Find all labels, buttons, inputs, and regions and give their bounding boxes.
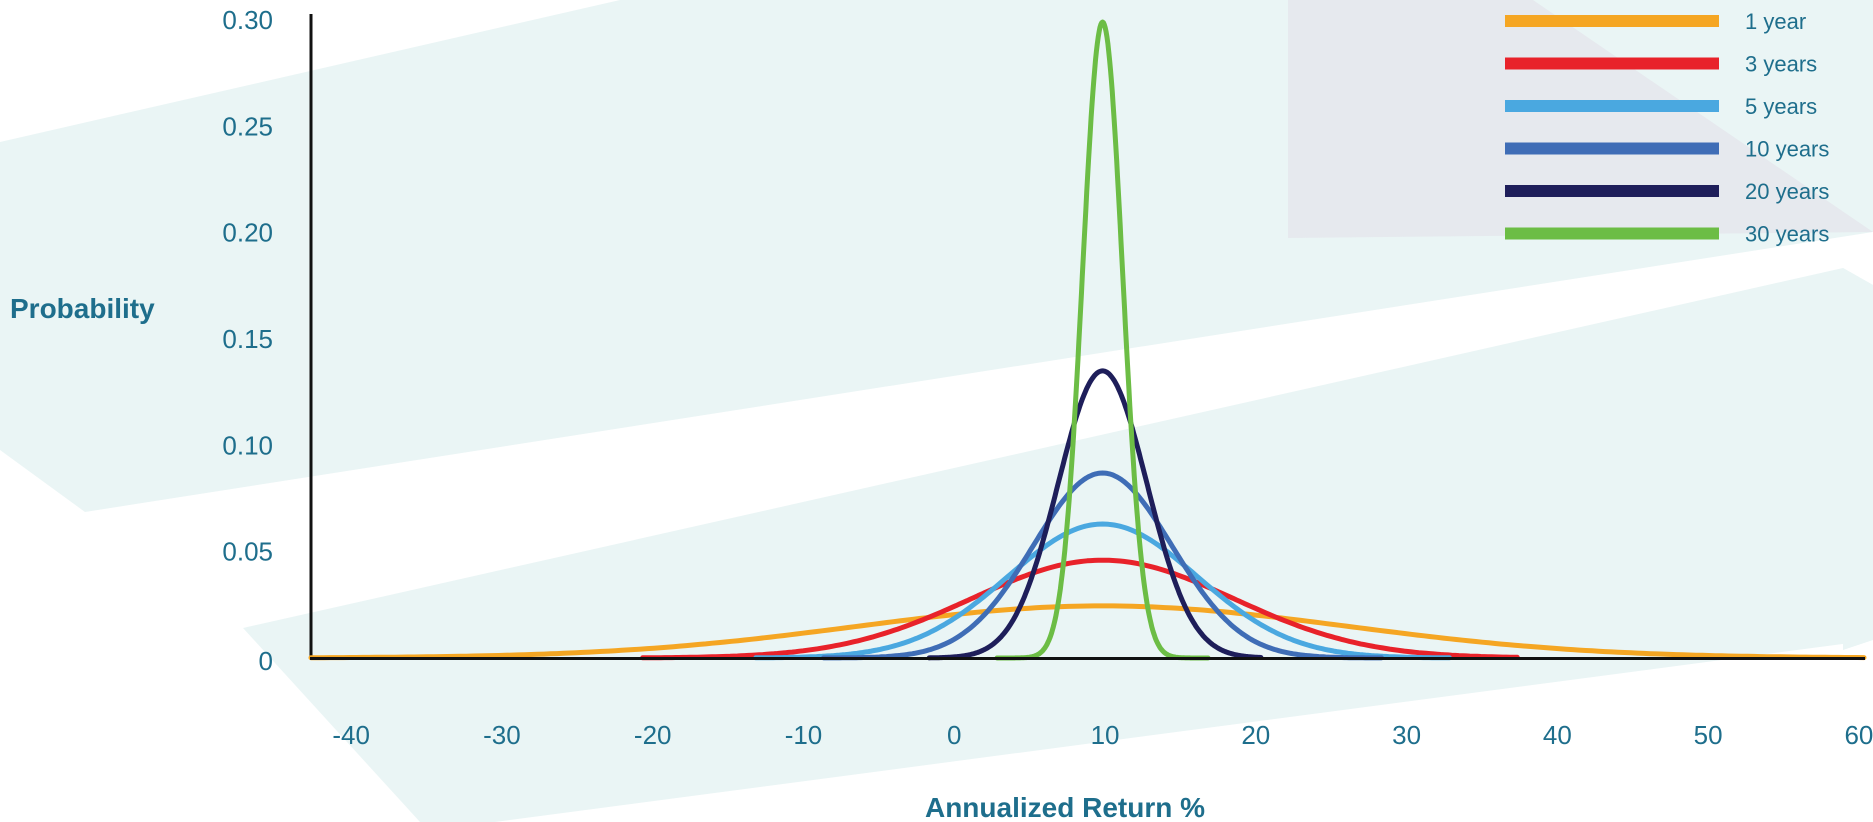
y-tick-label: 0.25 (222, 111, 273, 141)
legend-label: 30 years (1745, 222, 1829, 247)
x-tick-label: 20 (1241, 720, 1270, 750)
series-lines (308, 19, 1867, 661)
legend-item: 30 years (1505, 222, 1829, 247)
legend-label: 1 year (1745, 9, 1806, 34)
legend-swatch (1505, 15, 1719, 27)
y-axis-ticks: 0 0.05 0.10 0.15 0.20 0.25 0.30 (222, 5, 273, 676)
x-tick-label: -30 (483, 720, 521, 750)
y-tick-label: 0 (259, 646, 273, 676)
x-tick-label: -20 (634, 720, 672, 750)
series-line-5-years (753, 521, 1452, 661)
series-line-1-year (308, 603, 1867, 661)
x-tick-label: -40 (332, 720, 370, 750)
legend-swatch (1505, 100, 1719, 112)
y-tick-label: 0.30 (222, 5, 273, 35)
x-tick-label: 30 (1392, 720, 1421, 750)
legend-label: 20 years (1745, 179, 1829, 204)
legend-label: 5 years (1745, 94, 1817, 119)
y-tick-label: 0.10 (222, 430, 273, 460)
legend-swatch (1505, 185, 1719, 197)
background-panel-grey (1288, 0, 1873, 238)
y-axis-title: Probability (10, 293, 155, 324)
legend-item: 20 years (1505, 179, 1829, 204)
legend-swatch (1505, 142, 1719, 155)
legend-swatch (1505, 227, 1719, 240)
legend-item: 1 year (1505, 9, 1806, 34)
legend: 1 year 3 years 5 years 10 years 20 years 30 y… (1505, 9, 1829, 247)
legend-item: 5 years (1505, 94, 1817, 119)
x-tick-label: 0 (947, 720, 961, 750)
y-tick-label: 0.15 (222, 324, 273, 354)
legend-item: 10 years (1505, 137, 1829, 162)
x-tick-label: 40 (1543, 720, 1572, 750)
y-tick-label: 0.05 (222, 537, 273, 567)
x-axis-title: Annualized Return % (925, 792, 1205, 822)
x-tick-label: 10 (1091, 720, 1120, 750)
series-line-30-years (994, 19, 1211, 661)
series-line-10-years (821, 470, 1384, 661)
legend-swatch (1505, 57, 1719, 70)
y-tick-label: 0.20 (222, 218, 273, 248)
legend-label: 10 years (1745, 137, 1829, 162)
legend-item: 3 years (1505, 52, 1817, 77)
background-panel-side (1843, 268, 1873, 650)
x-tick-label: 60 (1844, 720, 1873, 750)
x-tick-label: -10 (785, 720, 823, 750)
x-axis-ticks: -40 -30 -20 -10 0 10 20 30 40 50 60 (332, 720, 1873, 750)
background-panel-lower (243, 268, 1873, 822)
x-tick-label: 50 (1694, 720, 1723, 750)
series-line-3-years (640, 557, 1520, 661)
legend-label: 3 years (1745, 52, 1817, 77)
series-line-20-years (926, 368, 1264, 661)
